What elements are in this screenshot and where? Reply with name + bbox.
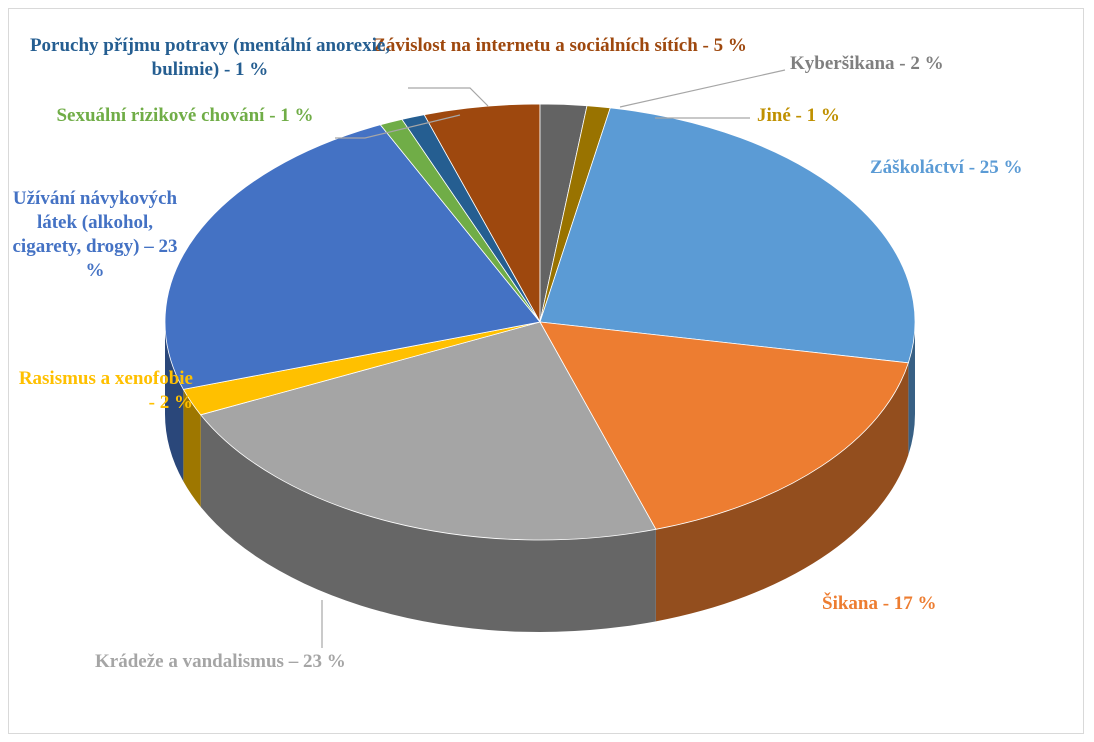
pie-slice <box>401 114 541 323</box>
category-name: Šikana <box>822 593 878 614</box>
value-label: – 23 % <box>288 651 346 672</box>
slice-label: Záškoláctví - 25 % <box>870 156 1090 180</box>
chart-frame <box>8 8 1084 734</box>
pie-slice <box>539 107 916 364</box>
slice-label: Kyberšikana - 2 % <box>790 52 1030 76</box>
slice-side <box>183 389 201 507</box>
value-label: - 1 % <box>223 59 269 80</box>
leader-line <box>408 87 489 107</box>
slice-label: Sexuální rizikové chování - 1 % <box>20 104 350 128</box>
slice-side <box>908 322 916 455</box>
slice-label: Šikana - 17 % <box>822 592 1022 616</box>
category-name: Jiné <box>757 105 791 126</box>
slice-side <box>200 414 656 632</box>
category-name: Poruchy příjmu potravy (mentální anorexi… <box>29 35 391 80</box>
value-label: - 2 % <box>148 392 193 413</box>
value-label: - 1 % <box>795 105 840 126</box>
value-label: - 25 % <box>968 157 1023 178</box>
slice-label: Závislost na internetu a sociálních sítí… <box>350 34 770 58</box>
leader-line <box>619 69 786 108</box>
slice-label: Rasismus a xenofobie - 2 % <box>8 367 193 415</box>
category-name: Závislost na internetu a sociálních sítí… <box>373 35 698 56</box>
slice-side <box>165 322 184 482</box>
pie-slice <box>199 321 657 541</box>
pie-slice <box>164 124 541 390</box>
slice-label: Poruchy příjmu potravy (mentální anorexi… <box>10 34 410 82</box>
category-name: Rasismus a xenofobie <box>18 368 193 389</box>
category-name: Záškoláctví <box>870 157 964 178</box>
pie-slice <box>539 321 909 530</box>
category-name: Sexuální rizikové chování <box>56 105 265 126</box>
value-label: - 5 % <box>702 35 747 56</box>
slice-label: Krádeže a vandalismus – 23 % <box>95 650 475 674</box>
category-name: Kyberšikana <box>790 53 895 74</box>
slice-label: Užívání návykových látek (alkohol, cigar… <box>10 187 180 283</box>
value-label: - 2 % <box>899 53 944 74</box>
category-name: Krádeže a vandalismus <box>95 651 284 672</box>
value-label: - 1 % <box>269 105 314 126</box>
slice-label: Jiné - 1 % <box>757 104 917 128</box>
value-label: - 17 % <box>882 593 937 614</box>
value-label: – 23 % <box>85 236 178 281</box>
slice-side <box>655 362 909 622</box>
category-name: Užívání návykových látek (alkohol, cigar… <box>12 188 178 257</box>
leader-line <box>335 114 461 139</box>
